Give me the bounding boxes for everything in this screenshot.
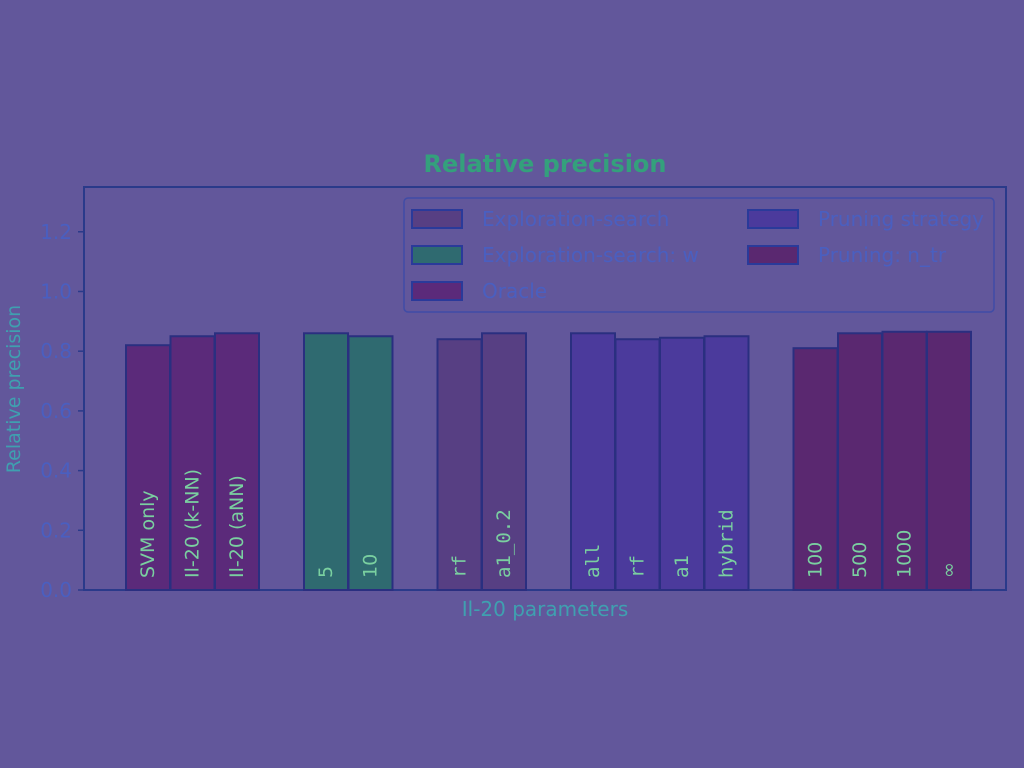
legend-label: Exploration-search: w	[482, 243, 699, 267]
bar	[703, 335, 750, 591]
legend-label: Pruning: n_tr	[818, 243, 947, 267]
bar	[347, 335, 394, 591]
bar	[125, 344, 171, 591]
bar-label: SVM only	[137, 490, 159, 578]
bar	[481, 332, 527, 591]
y-axis-label: Relative precision	[3, 305, 25, 473]
bar-label: 10	[360, 554, 382, 578]
legend-swatch	[411, 245, 463, 265]
y-tick-label: 0.2	[40, 518, 72, 542]
bar-label: all	[582, 544, 604, 578]
x-axis-label: Il-20 parameters	[462, 597, 628, 621]
y-tick-label: 1.0	[40, 279, 72, 303]
bar-label: 5	[315, 566, 337, 578]
legend-swatch	[747, 209, 799, 229]
bar	[926, 330, 972, 591]
bar-label: 100	[805, 542, 827, 578]
bar	[436, 338, 483, 591]
bar-label: a1	[671, 555, 693, 578]
bar-label: rf	[627, 555, 649, 578]
bar-label: hybrid	[716, 509, 738, 578]
y-tick-label: 1.2	[40, 220, 72, 244]
bar-label: 500	[849, 542, 871, 578]
bar-label: ∞	[938, 562, 960, 578]
bar	[614, 338, 661, 591]
bar	[570, 332, 616, 591]
bar-label: a1_0.2	[493, 509, 515, 578]
bar	[659, 336, 705, 592]
legend: Exploration-search Pruning strategy Explor…	[403, 197, 995, 313]
bar-label: Il-20 (aNN)	[226, 475, 248, 578]
legend-swatch	[747, 245, 799, 265]
legend-swatch	[411, 281, 463, 301]
legend-frame	[403, 197, 995, 313]
bar-label: Il-20 (k-NN)	[182, 469, 204, 578]
bar-label: rf	[449, 555, 471, 578]
legend-label: Pruning strategy	[818, 207, 984, 231]
axes-frame	[83, 186, 1007, 591]
y-tick-label: 0.0	[40, 578, 72, 602]
legend-label: Oracle	[482, 279, 547, 303]
bar	[214, 332, 260, 591]
chart-title: Relative precision	[424, 150, 667, 178]
bar	[792, 347, 839, 592]
legend-swatch	[411, 209, 463, 229]
y-tick-label: 0.6	[40, 399, 72, 423]
plot-area: 0.0 0.2 0.4 0.6 0.8 1.0 1.2 SVM only Il-20 (k-NN…	[40, 186, 1007, 602]
y-tick-label: 0.4	[40, 459, 72, 483]
bar	[837, 332, 883, 591]
bar	[303, 332, 349, 591]
legend-label: Exploration-search	[482, 207, 669, 231]
bar-label: 1000	[894, 530, 916, 578]
y-tick-label: 0.8	[40, 339, 72, 363]
